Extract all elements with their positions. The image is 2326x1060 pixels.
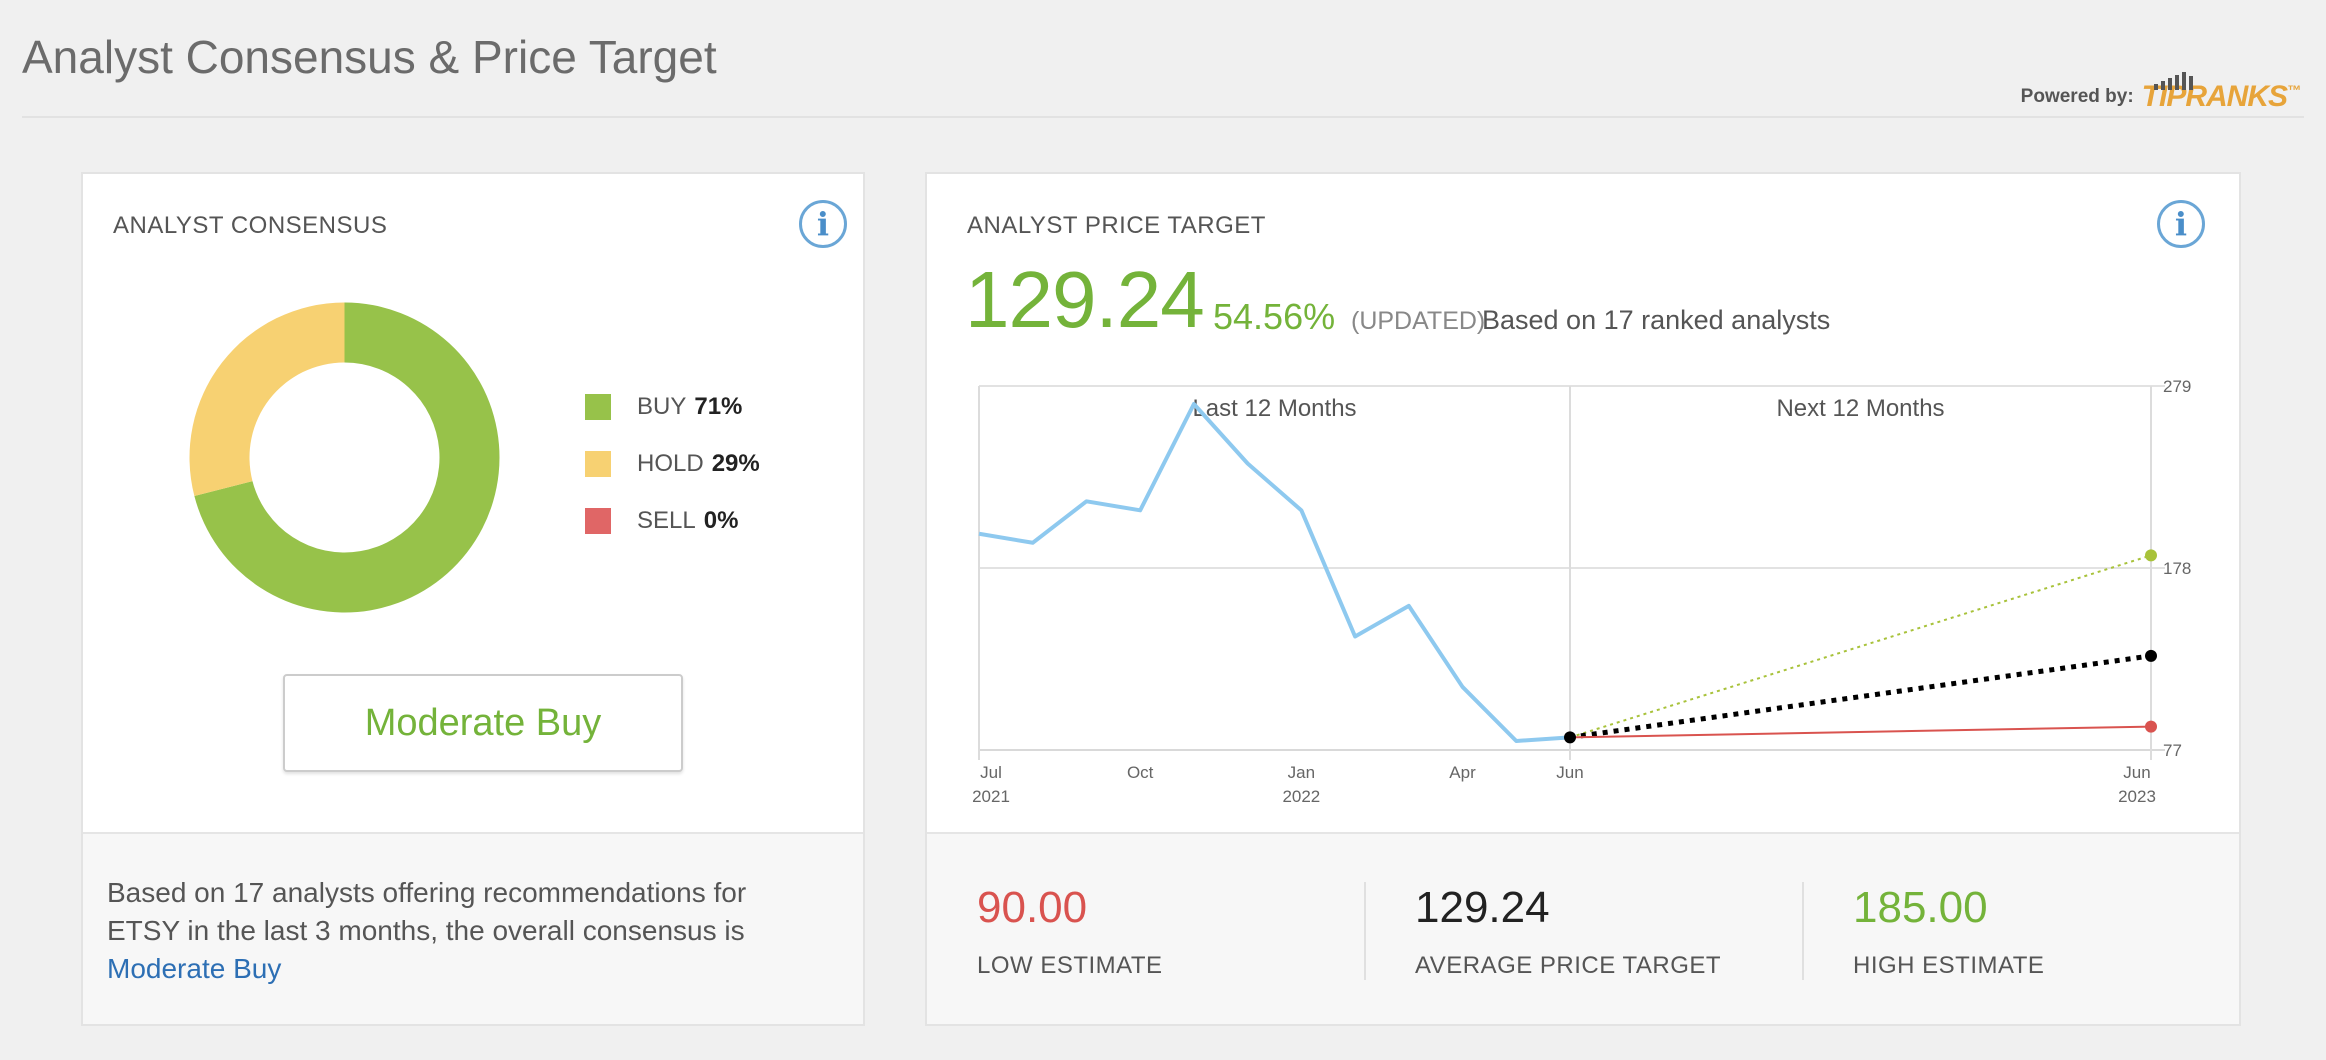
stats-divider [1802, 882, 1804, 980]
donut-slice-hold[interactable] [189, 302, 345, 497]
price-target-updated: (UPDATED) [1351, 307, 1486, 335]
logo-trademark: ™ [2287, 82, 2301, 98]
price-target-basis: Based on 17 ranked analysts [1482, 305, 1831, 335]
chart-labels: Last 12 Months Next 12 Months 279 178 77 Jul 2… [972, 377, 2191, 806]
section-label: Last 12 Months [1192, 395, 1356, 422]
y-tick-label: 279 [2163, 377, 2191, 396]
projection-low-line [1569, 725, 2152, 739]
high-estimate: 185.00 HIGH ESTIMATE [1853, 886, 2044, 980]
x-tick-month: Jan [1288, 763, 1315, 782]
average-price-target-label: AVERAGE PRICE TARGET [1415, 952, 1722, 979]
powered-by: Powered by: TIPRANKS™ [2020, 72, 2301, 114]
price-history-line [978, 402, 1571, 743]
projection-low-point[interactable] [2145, 720, 2157, 733]
current-price-point[interactable] [1564, 731, 1576, 744]
x-tick-month: Oct [1127, 763, 1154, 782]
consensus-summary: Based on 17 analysts offering recommenda… [107, 874, 803, 988]
high-estimate-label: HIGH ESTIMATE [1853, 952, 2045, 979]
consensus-legend: BUY 71% HOLD 29% SELL 0% [585, 393, 760, 565]
x-tick-month: Apr [1449, 763, 1476, 782]
x-tick-month: Jun [2123, 763, 2150, 782]
analyst-price-target-card: ANALYST PRICE TARGET i 129.24 54.56% (UP… [925, 172, 2241, 1026]
legend-sell-label: SELL [637, 507, 696, 534]
price-target-value: 129.24 [965, 255, 1205, 344]
high-estimate-value: 185.00 [1853, 883, 1988, 932]
consensus-donut-chart [189, 302, 500, 613]
x-tick-month: Jul [980, 763, 1002, 782]
projection-average-line [1569, 653, 2152, 740]
page-title: Analyst Consensus & Price Target [22, 31, 717, 83]
stats-divider [1364, 882, 1366, 980]
consensus-summary-text: Based on 17 analysts offering recommenda… [107, 877, 747, 946]
hold-swatch [585, 451, 611, 477]
average-price-target-value: 129.24 [1415, 883, 1550, 932]
tipranks-logo[interactable]: TIPRANKS™ [2141, 72, 2301, 114]
info-icon[interactable]: i [799, 200, 847, 248]
consensus-rating-button[interactable]: Moderate Buy [283, 674, 683, 772]
section-label: Next 12 Months [1776, 395, 1944, 422]
y-tick-label: 178 [2163, 559, 2191, 578]
logo-text: TIPRANKS [2141, 80, 2288, 113]
projection-high-line [1569, 554, 2152, 739]
low-estimate-label: LOW ESTIMATE [977, 952, 1163, 979]
legend-buy-label: BUY [637, 393, 687, 420]
average-price-target: 129.24 AVERAGE PRICE TARGET [1415, 886, 1721, 980]
projection-high-point[interactable] [2145, 549, 2157, 562]
legend-hold-value: 29% [711, 450, 760, 477]
chart-grid [978, 385, 2165, 760]
legend-sell-value: 0% [703, 507, 739, 534]
title-divider [22, 116, 2304, 118]
low-estimate-value: 90.00 [977, 883, 1088, 932]
legend-item-buy: BUY 71% [585, 393, 760, 420]
chart-series [978, 402, 2157, 744]
legend-buy-value: 71% [694, 393, 743, 420]
donut-slices [189, 302, 500, 613]
price-target-heading: ANALYST PRICE TARGET [967, 212, 1266, 239]
donut-slice-buy[interactable] [194, 302, 500, 613]
analyst-consensus-card: ANALYST CONSENSUS i BUY 71% HOLD 29% SEL… [81, 172, 865, 1026]
x-tick-year: 2023 [2118, 787, 2156, 806]
powered-by-label: Powered by: [2020, 86, 2134, 107]
legend-item-hold: HOLD 29% [585, 450, 760, 477]
consensus-rating-link[interactable]: Moderate Buy [107, 953, 282, 984]
low-estimate: 90.00 LOW ESTIMATE [977, 886, 1163, 980]
sell-swatch [585, 508, 611, 534]
info-icon[interactable]: i [2157, 200, 2205, 248]
x-tick-year: 2022 [1282, 787, 1320, 806]
price-target-chart: Last 12 Months Next 12 Months 279 178 77 Jul 2… [972, 377, 2191, 806]
consensus-footer: Based on 17 analysts offering recommenda… [83, 832, 863, 1024]
x-tick-month: Jun [1556, 763, 1583, 782]
y-tick-label: 77 [2163, 741, 2182, 760]
legend-hold-label: HOLD [637, 450, 704, 477]
logo-bars [2153, 72, 2193, 90]
projection-average-point[interactable] [2145, 649, 2157, 662]
price-target-upside: 54.56% [1213, 296, 1336, 337]
consensus-heading: ANALYST CONSENSUS [113, 212, 388, 239]
legend-item-sell: SELL 0% [585, 507, 760, 534]
buy-swatch [585, 394, 611, 420]
price-target-stats: 90.00 LOW ESTIMATE 129.24 AVERAGE PRICE … [927, 832, 2239, 1024]
x-tick-year: 2021 [972, 787, 1010, 806]
